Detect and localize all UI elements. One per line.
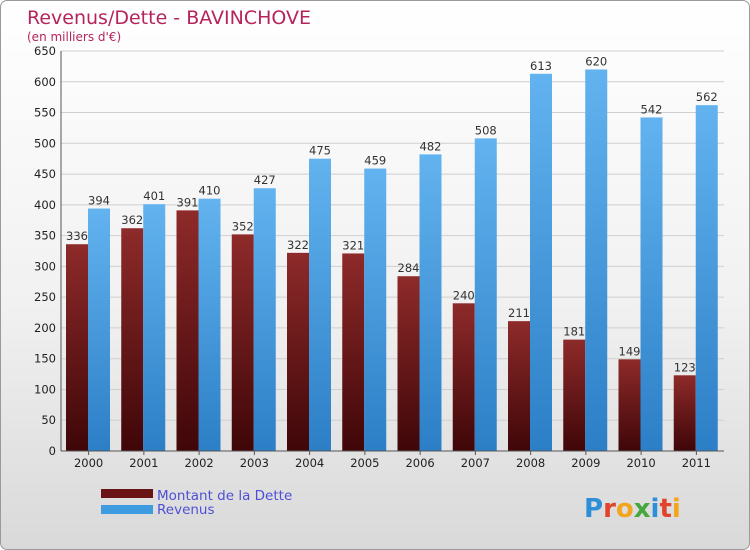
legend-label-dette: Montant de la Dette [157,488,292,504]
bar-revenus [88,208,110,451]
data-label: 322 [287,238,309,252]
x-axis-ticks: 2000 2001 2002 2003 2004 2005 2006 2007 2008 2009… [74,451,711,470]
data-label: 562 [696,90,718,104]
data-label: 123 [674,360,696,374]
data-label: 482 [420,139,442,153]
bar-revenus [198,198,221,451]
data-label: 613 [530,59,552,73]
legend-label-revenus: Revenus [157,502,215,518]
legend-swatch-dette [101,489,153,498]
x-tick-label: 2002 [184,456,213,470]
data-label: 410 [199,184,221,198]
data-label: 401 [143,189,165,203]
bar-dette [176,210,199,451]
proxiti-logo-text: Proxiti [584,494,681,524]
x-tick-label: 2008 [516,456,545,470]
bar-dette [397,276,420,451]
data-label: 284 [398,261,420,275]
bar-dette [508,321,530,451]
x-tick-label: 2004 [295,456,324,470]
y-tick-label: 600 [34,75,56,89]
y-tick-label: 550 [34,106,56,120]
x-tick-label: 2001 [129,456,158,470]
data-label: 321 [342,238,364,252]
bar-revenus [253,188,276,451]
y-axis-ticks: 0 50 100 150 200 250 300 350 400 450 500 550 600 650 [34,44,56,458]
bar-revenus [695,105,718,452]
data-label: 459 [364,154,386,168]
bar-revenus [530,73,552,452]
chart-title: Revenus/Dette - BAVINCHOVE [27,7,311,29]
y-tick-label: 100 [34,382,56,396]
x-tick-label: 2006 [405,456,434,470]
data-label: 427 [254,173,276,187]
data-label: 620 [585,54,607,68]
data-label: 362 [121,213,143,227]
bar-revenus [640,117,663,451]
bar-revenus [474,138,497,451]
bar-dette [342,253,365,451]
x-tick-label: 2000 [74,456,103,470]
x-tick-label: 2009 [571,456,600,470]
x-tick-label: 2005 [350,456,379,470]
y-tick-label: 400 [34,198,56,212]
bar-dette [618,359,641,451]
x-tick-label: 2010 [626,456,655,470]
bar-dette [121,228,144,451]
y-tick-label: 200 [34,321,56,335]
chart-subtitle: (en milliers d'€) [27,30,121,44]
y-tick-label: 0 [49,444,56,458]
legend-swatch-revenus [101,505,153,514]
y-tick-label: 500 [34,136,56,150]
y-tick-label: 150 [34,352,56,366]
bar-revenus [309,158,331,451]
data-label: 352 [232,219,254,233]
bar-dette [452,303,475,451]
data-label: 149 [619,344,641,358]
bar-dette [673,375,696,451]
y-tick-label: 350 [34,229,56,243]
data-label: 181 [563,325,585,339]
data-label: 394 [88,194,110,208]
bar-revenus [143,204,166,451]
data-label: 475 [309,144,331,158]
legend: Montant de la Dette Revenus [101,488,292,518]
bar-revenus [364,168,387,452]
x-tick-label: 2007 [461,456,490,470]
bar-dette [563,339,586,451]
bar-dette [287,252,309,451]
data-label: 542 [641,102,663,116]
bar-revenus [419,154,442,451]
x-tick-label: 2003 [240,456,269,470]
y-tick-label: 250 [34,290,56,304]
y-tick-label: 650 [34,44,56,58]
y-tick-label: 300 [34,259,56,273]
y-tick-label: 450 [34,167,56,181]
data-label: 391 [177,195,199,209]
x-tick-label: 2011 [682,456,711,470]
grid-lines [61,50,724,452]
data-label: 211 [508,306,530,320]
bar-dette [66,244,88,451]
bars [66,69,718,452]
data-label: 240 [453,288,475,302]
y-tick-label: 50 [41,413,56,427]
data-label: 336 [66,229,88,243]
data-label: 508 [475,123,497,137]
bar-revenus [585,69,608,451]
bar-dette [231,234,254,451]
proxiti-logo: Proxiti [584,494,681,524]
